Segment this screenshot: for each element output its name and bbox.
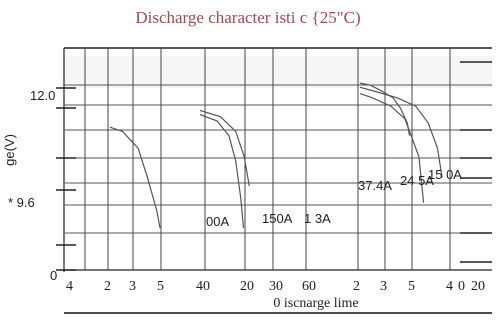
series-label: 15 0A	[428, 167, 462, 182]
series-label: 37.4A	[358, 178, 392, 193]
series-line	[199, 109, 250, 187]
x-tick-label: 30	[269, 279, 283, 294]
plot-background	[64, 48, 492, 270]
x-tick-label: 5	[157, 279, 164, 294]
x-tick-label: 40	[196, 279, 210, 294]
x-tick-label: 2	[104, 279, 111, 294]
x-tick-labels: 4 2 3 5 40 20 30 60 2 3 5 4 0 20	[66, 279, 485, 294]
series-label: 24 5A	[400, 173, 434, 188]
x-axis-label: 0 iscnarge lime	[273, 296, 358, 311]
series-line	[359, 86, 443, 178]
y-axis-label: ge(V)	[2, 134, 17, 166]
x-tick-label: 20	[240, 279, 254, 294]
y-tick-label: 12.0	[30, 88, 55, 103]
y-tick-label: * 9.6	[8, 195, 35, 210]
series-label: 00A	[206, 214, 229, 229]
series-line	[359, 93, 425, 203]
grid-lines	[56, 47, 492, 272]
x-tick-label: 60	[302, 279, 316, 294]
x-tick-label: 2	[353, 279, 360, 294]
y-tick-label: 0	[50, 268, 57, 283]
x-tick-label: 5	[408, 279, 415, 294]
series-label: 1 3A	[304, 211, 331, 226]
chart-title: Discharge character isti c {25"C)	[135, 8, 360, 27]
x-tick-label: 4	[446, 279, 453, 294]
x-tick-label: 0	[458, 279, 465, 294]
x-tick-label: 3	[129, 279, 136, 294]
x-tick-label: 20	[471, 279, 485, 294]
series-line	[359, 82, 411, 136]
series-label: 150A	[262, 211, 293, 226]
series-line	[199, 114, 245, 229]
x-tick-label: 3	[380, 279, 387, 294]
x-tick-label: 4	[66, 279, 73, 294]
series-line	[109, 126, 161, 229]
